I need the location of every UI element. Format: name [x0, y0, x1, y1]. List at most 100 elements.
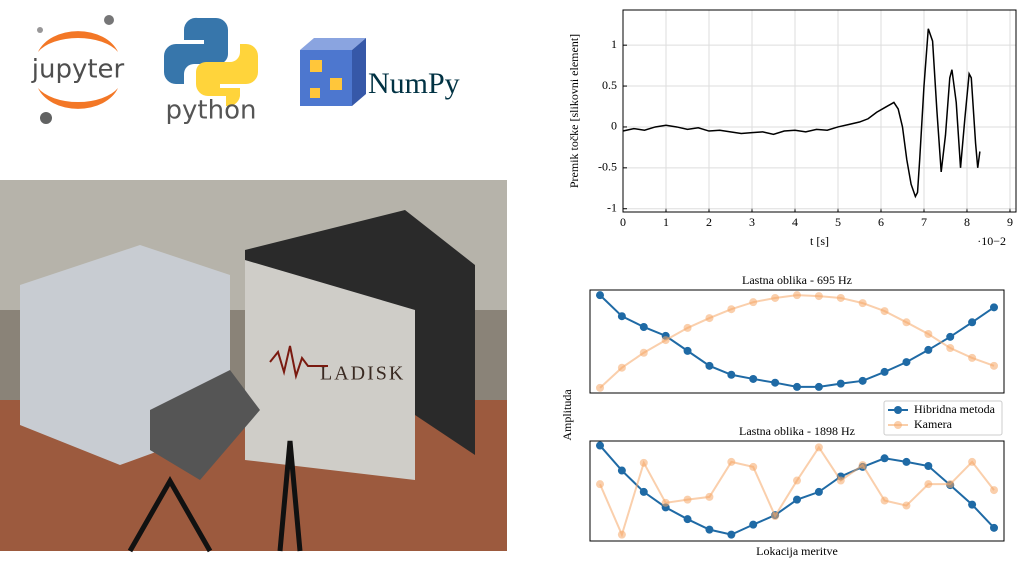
x-tick-label: 8 — [964, 215, 970, 229]
python-logo: python — [164, 17, 258, 126]
photo-label: LADISK — [320, 363, 405, 385]
x-tick-label: 0 — [620, 215, 626, 229]
plot-frame — [622, 9, 1017, 213]
numpy-logo: NumPy — [300, 38, 460, 106]
point — [793, 291, 801, 300]
numpy-cube-top — [300, 38, 366, 50]
shared-x-label: Lokacija meritve — [756, 544, 838, 558]
plot-frame — [589, 440, 1005, 542]
point — [793, 495, 801, 504]
point — [705, 525, 714, 534]
point — [924, 330, 933, 339]
point — [617, 466, 626, 475]
point — [946, 480, 955, 489]
x-tick-label: 6 — [878, 215, 884, 229]
numpy-block — [310, 88, 320, 98]
point — [968, 500, 977, 509]
point — [683, 323, 692, 332]
y-axis-label: Premik točke [slikovni element] — [567, 34, 581, 188]
y-tick-label: 0.5 — [602, 78, 617, 92]
point — [880, 307, 889, 316]
point — [902, 318, 911, 327]
point — [639, 348, 648, 357]
legend-box — [883, 400, 1003, 436]
point — [617, 312, 626, 321]
point — [858, 376, 867, 385]
point — [814, 487, 823, 496]
jupyter-text: jupyter — [31, 55, 125, 85]
python-text: python — [166, 96, 257, 126]
point — [836, 293, 845, 302]
point — [705, 361, 714, 370]
point — [771, 378, 780, 387]
chart-title: Lastna oblika - 1898 Hz — [739, 424, 855, 438]
point — [880, 454, 889, 463]
point — [661, 498, 670, 507]
jupyter-arc-top — [38, 31, 118, 52]
point — [814, 292, 823, 301]
y-tick-label: -1 — [607, 200, 617, 214]
point — [990, 486, 998, 495]
point — [902, 457, 911, 466]
x-tick-label: 5 — [835, 215, 841, 229]
point — [990, 523, 998, 532]
x-tick-label: 4 — [792, 215, 798, 229]
x-tick-label: 7 — [921, 215, 927, 229]
point — [924, 462, 933, 470]
photo-camera-small — [150, 370, 260, 480]
numpy-block — [310, 60, 322, 72]
photo-tripod — [127, 440, 303, 553]
point — [705, 492, 714, 501]
point — [902, 358, 911, 367]
chart-title: Lastna oblika - 695 Hz — [742, 273, 852, 287]
legend-label: Kamera — [914, 417, 953, 431]
numpy-cube-front — [300, 50, 352, 106]
point — [727, 530, 736, 539]
point — [968, 318, 977, 327]
point — [596, 383, 604, 392]
point — [814, 382, 823, 391]
point — [639, 487, 648, 496]
point — [946, 344, 955, 353]
point — [596, 291, 604, 300]
series-line — [599, 294, 995, 389]
python-snake-blue — [164, 17, 228, 84]
photo-logo-wave — [269, 345, 328, 380]
python-snake-yellow — [196, 44, 258, 107]
x-tick-label: 1 — [663, 215, 669, 229]
x-tick-label: 3 — [749, 215, 755, 229]
point — [661, 336, 670, 345]
x-offset-label: ·10−2 — [977, 234, 1006, 248]
legend-marker — [894, 406, 902, 414]
legend-marker — [894, 421, 902, 429]
point — [968, 353, 977, 362]
point — [946, 332, 955, 341]
point — [727, 305, 736, 314]
jupyter-moon — [40, 112, 52, 124]
numpy-cube-side — [352, 38, 366, 106]
photo: LADISK — [0, 180, 507, 553]
jupyter-moon — [104, 15, 114, 25]
point — [683, 495, 692, 504]
series-line — [599, 294, 995, 388]
point — [596, 480, 604, 489]
point — [683, 346, 692, 355]
point — [749, 298, 758, 307]
x-tick-label: 9 — [1007, 215, 1013, 229]
y-tick-label: -0.5 — [598, 160, 617, 174]
point — [617, 363, 626, 372]
signal-line — [622, 28, 981, 199]
x-axis-label: t [s] — [810, 234, 829, 248]
point — [683, 515, 692, 524]
point — [858, 461, 867, 470]
numpy-text: NumPy — [368, 67, 460, 100]
point — [771, 512, 780, 520]
point — [727, 370, 736, 379]
point — [727, 457, 736, 466]
plot-frame — [589, 289, 1005, 394]
point — [990, 303, 998, 312]
numpy-block — [330, 78, 342, 90]
point — [880, 367, 889, 376]
jupyter-moon — [37, 27, 43, 33]
